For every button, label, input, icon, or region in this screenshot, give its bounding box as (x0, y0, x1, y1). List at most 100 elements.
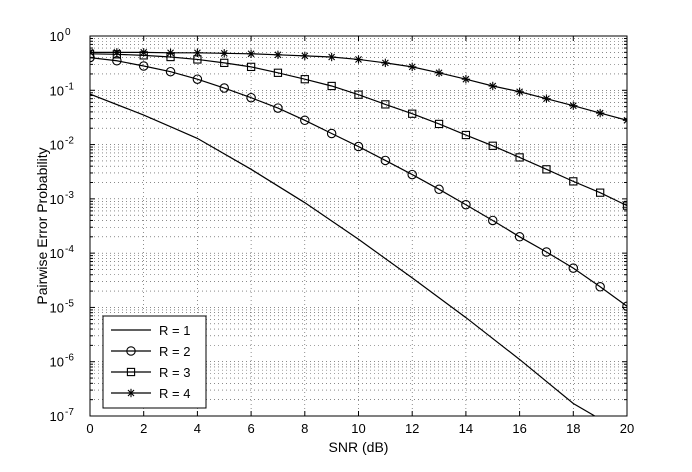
marker-star-stroke (113, 48, 121, 56)
marker-square (515, 153, 524, 162)
marker-square (622, 201, 627, 210)
y-tick-label: 10 (50, 29, 64, 44)
marker-circle (326, 128, 337, 139)
x-tick-label: 14 (459, 421, 473, 436)
y-tick-label-exponent: -5 (65, 298, 74, 309)
y-tick-label: 10 (50, 300, 64, 315)
marker-star (461, 75, 471, 84)
marker-circle (300, 115, 310, 126)
y-axis-label: Pairwise Error Probability (34, 147, 50, 304)
marker-star (112, 48, 122, 57)
marker-star (381, 58, 390, 68)
marker-star-stroke (516, 88, 524, 96)
marker-star (166, 48, 175, 58)
marker-square (569, 177, 578, 186)
legend-label: R = 1 (159, 323, 190, 338)
series-2 (90, 52, 627, 312)
legend: R = 1 R = 2 R = 3 R = 4 (102, 315, 207, 409)
marker-star (569, 101, 578, 110)
legend-label: R = 2 (159, 344, 190, 359)
y-tick-label-exponent: -7 (65, 407, 74, 418)
marker-square (126, 367, 136, 377)
marker-star-stroke (569, 102, 577, 110)
y-tick-label-exponent: 0 (65, 27, 71, 38)
series-layer (90, 48, 627, 416)
marker-star (595, 108, 605, 118)
marker-star-stroke (462, 75, 470, 83)
marker-star-stroke (140, 48, 148, 56)
y-tick-label: 10 (50, 246, 64, 261)
x-tick-label: 18 (566, 421, 580, 436)
series-line (90, 53, 627, 207)
y-tick-label: 10 (50, 409, 64, 424)
marker-star-stroke (435, 69, 443, 77)
x-tick-label: 0 (86, 421, 93, 436)
x-tick-label: 6 (247, 421, 254, 436)
marker-square (354, 90, 363, 99)
y-tick-label: 10 (50, 355, 64, 370)
marker-square (461, 130, 471, 140)
x-tick-label: 4 (194, 421, 201, 436)
x-tick-labels: 0 2 4 6 8 10 12 14 16 18 20 (86, 421, 634, 436)
marker-star-stroke (381, 59, 389, 67)
marker-circle (461, 199, 471, 210)
x-tick-label: 20 (620, 421, 634, 436)
series-line (90, 57, 627, 307)
legend-item: R = 4 (111, 386, 190, 401)
y-tick-label: 10 (50, 192, 64, 207)
marker-star-stroke (274, 51, 282, 59)
marker-circle (112, 56, 122, 66)
marker-star (246, 49, 256, 59)
marker-circle (568, 263, 579, 273)
legend-item: R = 2 (111, 344, 190, 359)
marker-square (220, 58, 229, 68)
x-axis-label: SNR (dB) (329, 439, 389, 455)
marker-star (126, 388, 136, 398)
marker-circle (353, 141, 364, 152)
marker-circle (380, 155, 391, 166)
marker-circle (487, 215, 498, 226)
marker-star-stroke (90, 48, 94, 54)
marker-star-stroke (328, 53, 336, 61)
marker-star (193, 48, 202, 58)
marker-square (327, 81, 336, 91)
marker-circle (434, 184, 444, 195)
marker-square (300, 75, 309, 84)
series-line (90, 93, 596, 416)
marker-star (220, 49, 229, 58)
marker-square (246, 62, 256, 72)
legend-item: R = 1 (111, 323, 190, 338)
marker-star (542, 94, 551, 103)
marker-circle (126, 346, 136, 356)
marker-star (300, 51, 309, 61)
marker-star (434, 68, 444, 77)
marker-star (515, 87, 524, 96)
marker-star-stroke (220, 49, 228, 57)
marker-star-stroke (247, 50, 255, 58)
marker-star (273, 50, 283, 60)
marker-star (139, 48, 148, 57)
series-1 (90, 93, 596, 416)
marker-circle (595, 282, 605, 292)
x-tick-label: 2 (140, 421, 147, 436)
marker-star-stroke (301, 52, 309, 60)
x-tick-label: 12 (405, 421, 419, 436)
marker-circle (192, 74, 203, 84)
legend-label: R = 3 (159, 365, 190, 380)
marker-circle (273, 103, 283, 113)
marker-circle (165, 66, 176, 77)
y-tick-label: 10 (50, 83, 64, 98)
marker-square (488, 141, 497, 150)
marker-star-stroke (355, 56, 362, 63)
marker-square (434, 119, 444, 129)
x-tick-label: 10 (351, 421, 365, 436)
marker-circle (541, 247, 552, 257)
x-tick-label: 16 (512, 421, 526, 436)
marker-circle (407, 169, 417, 180)
y-tick-label-exponent: -3 (65, 190, 74, 201)
marker-star (327, 52, 336, 62)
legend-item: R = 3 (111, 365, 190, 380)
marker-square (273, 68, 283, 77)
